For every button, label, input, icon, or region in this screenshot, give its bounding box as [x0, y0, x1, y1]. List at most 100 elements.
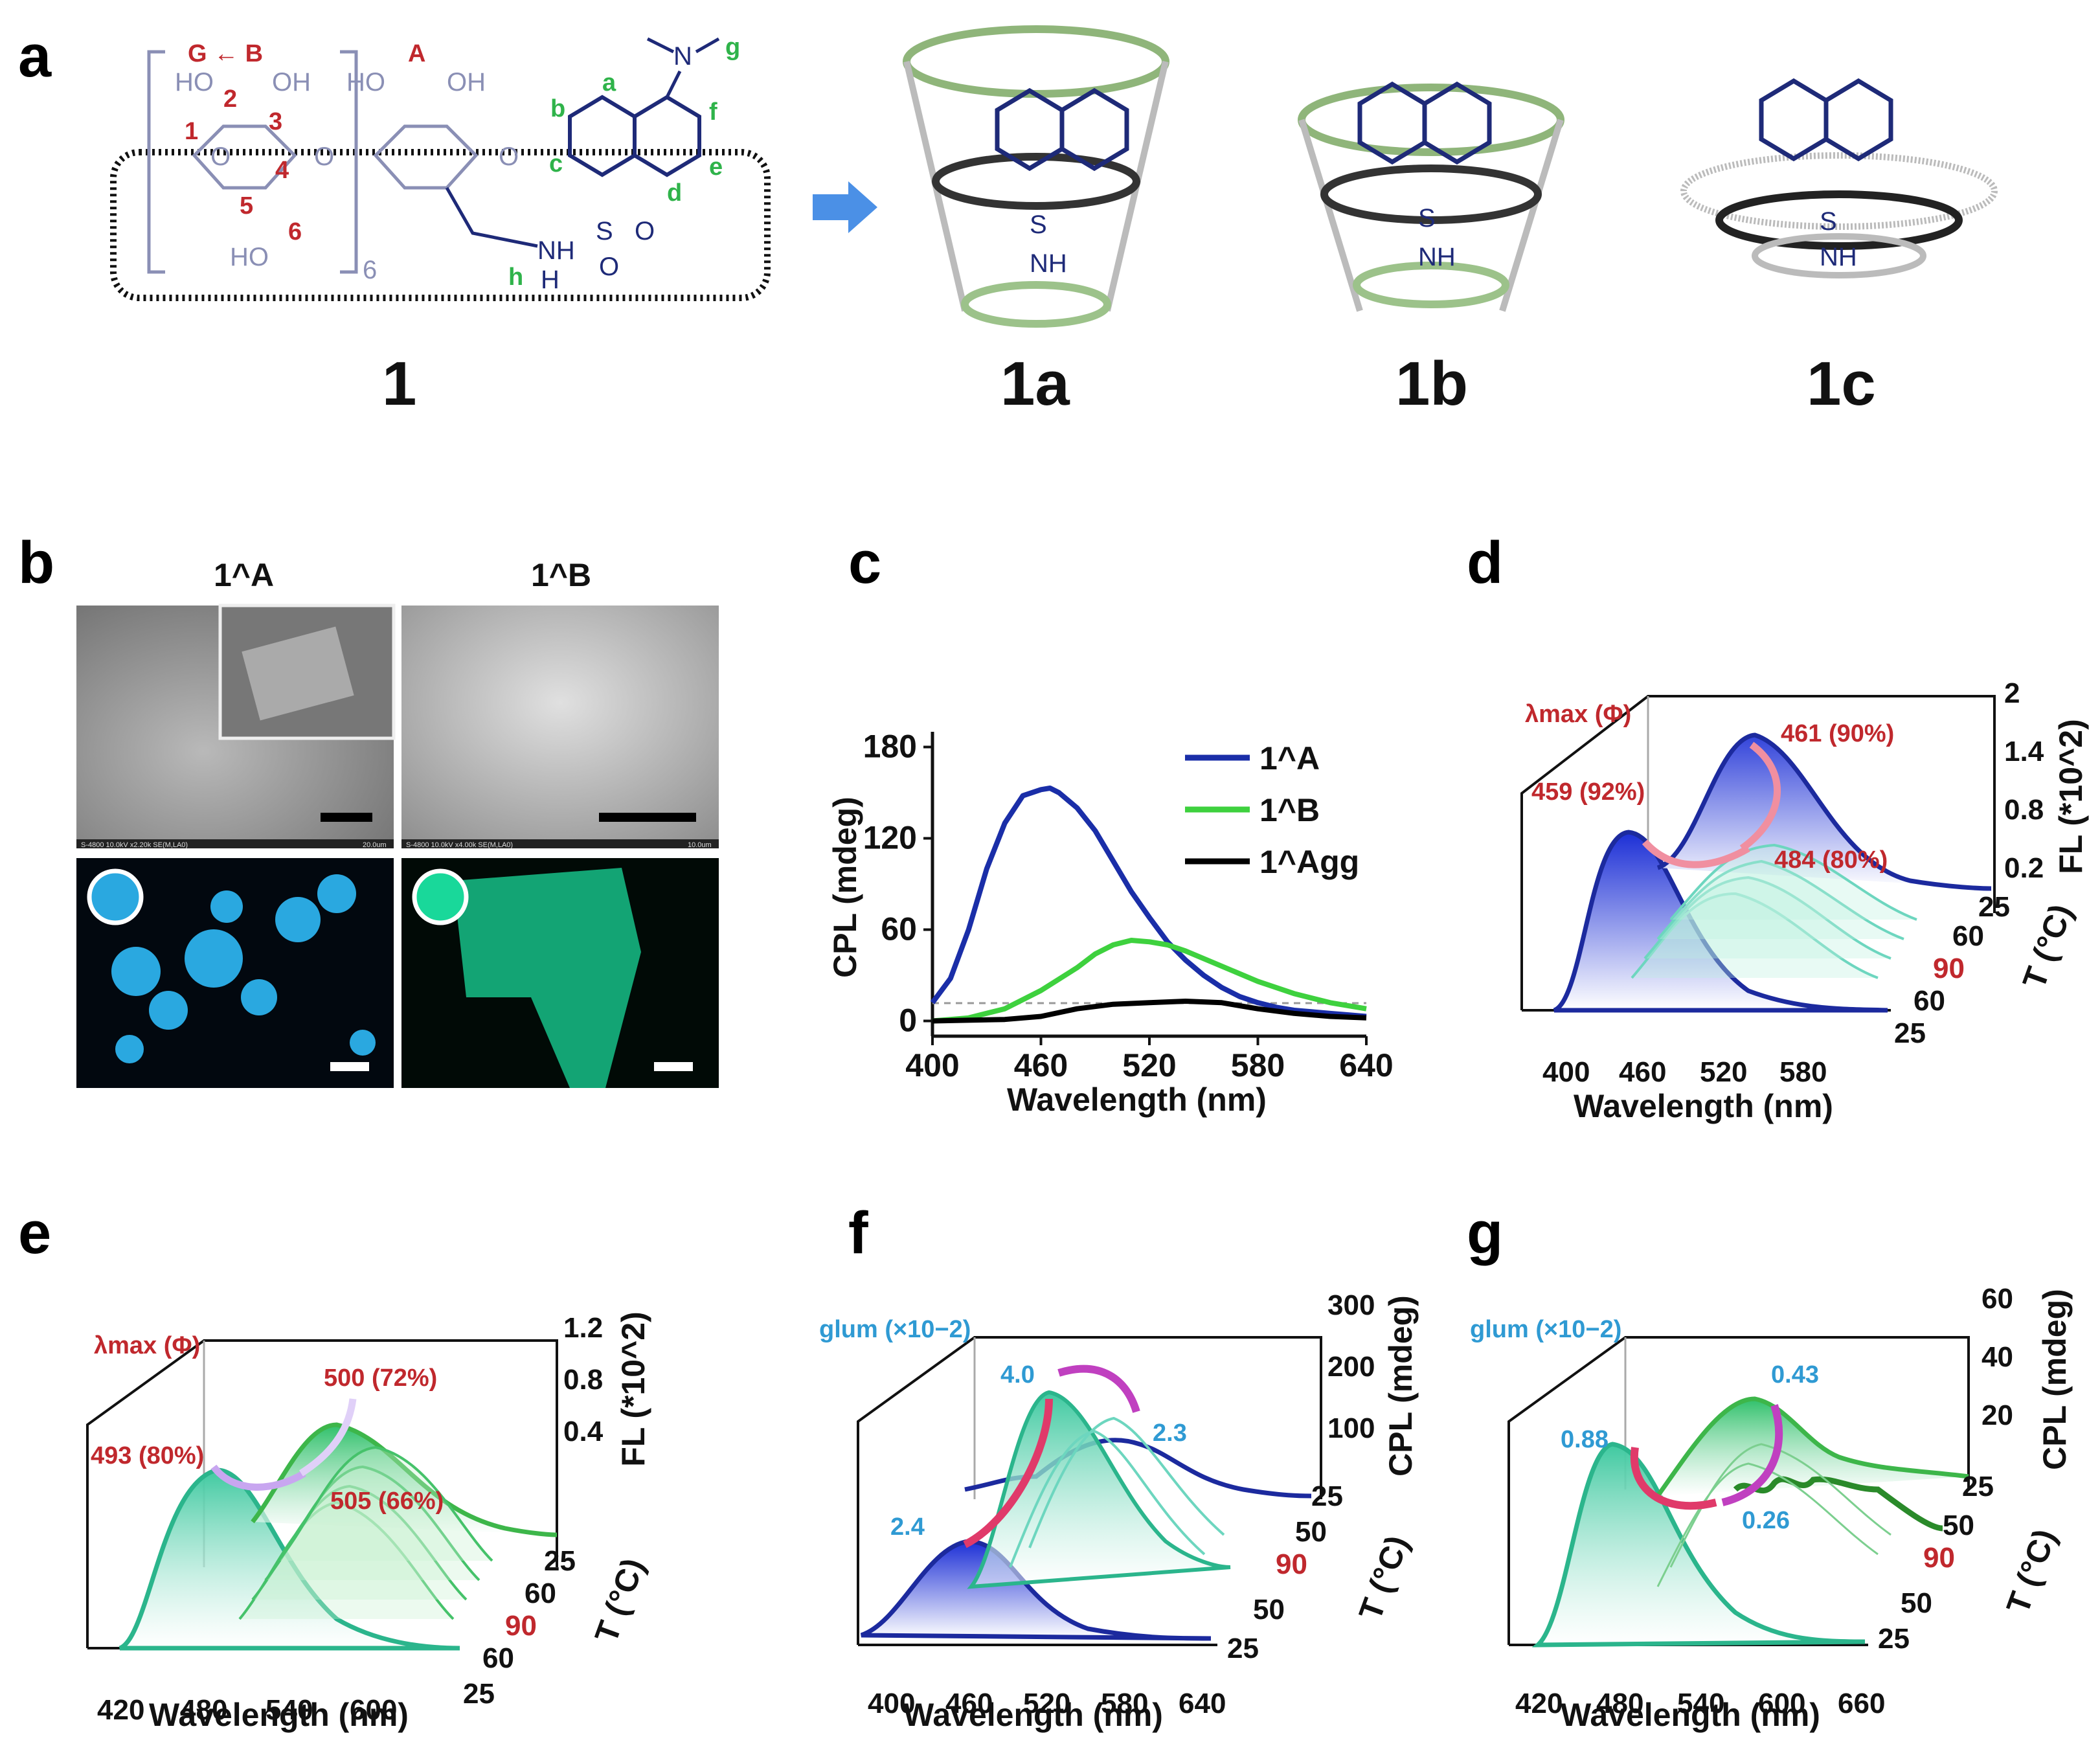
1c-nh: NH: [1820, 243, 1857, 271]
sulfonamide-h: H: [541, 266, 559, 294]
g-ztick-4: 25: [1878, 1623, 1910, 1655]
f-xlabel: Wavelength (nm): [903, 1697, 1163, 1733]
e-ann-front: 493 (80%): [91, 1442, 204, 1469]
carbon-2: 2: [223, 85, 237, 113]
d-xtick-400: 400: [1542, 1056, 1590, 1088]
g-arrow-1: [1630, 1447, 1717, 1510]
e-ann-mid: 505 (66%): [330, 1488, 444, 1515]
g-xtick-540: 540: [1677, 1688, 1724, 1719]
label-a: A: [408, 40, 425, 67]
scale-bar-sem-b: [599, 813, 696, 822]
carbon-6: 6: [288, 218, 302, 245]
f-ytick-300: 300: [1327, 1289, 1375, 1321]
d-ztick-1: 60: [1952, 920, 1984, 952]
f-ztick-1: 50: [1295, 1516, 1327, 1548]
d-arrow-1: [1642, 839, 1750, 868]
g-ztick-2: 90: [1923, 1542, 1955, 1574]
d-xtick-460: 460: [1619, 1056, 1666, 1088]
hydroxyl-a3: OH: [447, 68, 486, 96]
c-ytick-label: 0: [899, 1002, 917, 1039]
c-legend-1agg: 1^Agg: [1259, 844, 1359, 880]
g-ann-back: 0.43: [1771, 1361, 1819, 1388]
g-ann-mid: 0.26: [1742, 1507, 1790, 1534]
f-xtick-580: 580: [1101, 1688, 1148, 1719]
e-ytick-1: 0.8: [563, 1364, 603, 1396]
e-ztick-0: 25: [544, 1545, 576, 1577]
carbon-1: 1: [185, 118, 198, 145]
f-xtick-400: 400: [868, 1688, 915, 1719]
glucose-ring-repeat: [192, 124, 297, 190]
g-ann-front: 0.88: [1561, 1426, 1609, 1453]
panel-label-e: e: [18, 1200, 51, 1266]
d-ytick-3: 2: [2004, 677, 2020, 709]
e-xtick-540: 540: [265, 1694, 313, 1726]
proton-a: a: [602, 69, 616, 96]
c-series-line-1: [932, 938, 1367, 1024]
crystal-inset: [242, 626, 354, 721]
conformation-1c: S NH 1c: [1680, 78, 1998, 418]
e-arrow-1: [210, 1464, 306, 1491]
g-ytick-20: 20: [1981, 1399, 2013, 1431]
hydroxyl-a2: HO: [346, 68, 385, 96]
naphthalene: [568, 95, 701, 177]
e-ann-back: 500 (72%): [324, 1365, 437, 1392]
f-ann-front: 2.4: [890, 1513, 925, 1541]
ether-oxygen: O: [499, 142, 519, 171]
sulfonyl-o1: O: [635, 217, 655, 245]
scale-bar-fluor-b: [654, 1062, 693, 1071]
d-ann-back: 461 (90%): [1781, 720, 1894, 747]
e-ztick-4: 25: [463, 1678, 495, 1710]
compound-1c-label: 1c: [1807, 349, 1876, 418]
compound-1b-label: 1b: [1395, 349, 1468, 418]
sulfonyl-o2: O: [599, 253, 619, 281]
bracket-right: [340, 50, 358, 274]
g-ylabel: CPL (mdeg): [2037, 1289, 2073, 1470]
c-ytick-label: 60: [881, 911, 917, 947]
carbon-3: 3: [269, 108, 282, 135]
c-series-line-0: [930, 786, 1367, 1019]
c-xtick-label: 460: [1014, 1047, 1068, 1083]
d-ylabel: FL (*10^2): [2053, 719, 2089, 874]
bracket-left: [147, 50, 165, 274]
e-xtick-480: 480: [180, 1694, 227, 1726]
g-xlabel: Wavelength (nm): [1561, 1697, 1820, 1733]
e-zlabel: T (°C): [588, 1554, 651, 1648]
c-ylabel: CPL (mdeg): [827, 797, 863, 978]
e-xlabel: Wavelength (nm): [149, 1697, 409, 1733]
d-ztick-4: 25: [1894, 1017, 1926, 1049]
e-ztick-2: 90: [505, 1610, 537, 1642]
1b-so2: S: [1418, 204, 1436, 232]
d-ann-mid: 484 (80%): [1774, 846, 1888, 874]
proton-g: g: [725, 34, 740, 61]
linker: [445, 187, 538, 248]
e-ztick-3: 60: [482, 1642, 514, 1674]
sem-image-1b: [401, 606, 719, 848]
1c-so2: S: [1820, 207, 1837, 236]
1a-nh: NH: [1030, 249, 1067, 278]
c-legend-1a: 1^A: [1259, 740, 1320, 776]
f-ztick-4: 25: [1227, 1633, 1259, 1664]
title-1a: 1^A: [214, 557, 274, 593]
1b-nh: NH: [1418, 243, 1456, 271]
d-ytick-0: 0.2: [2004, 852, 2044, 884]
f-teal-surface: [967, 1390, 1231, 1589]
panel-c-chart: 400 460 520 580 640 0 60 120 180 Wavelength (nm)…: [827, 729, 1394, 1118]
carbon-5: 5: [240, 192, 253, 220]
e-ztick-1: 60: [525, 1578, 556, 1609]
d-front-peak: [1553, 830, 1888, 1013]
g-back-peak: [1656, 1396, 1969, 1498]
f-ann-back: 4.0: [1000, 1361, 1035, 1388]
proton-h: h: [508, 264, 523, 291]
c-ytick-label: 120: [863, 820, 917, 856]
c-xtick-label: 640: [1339, 1047, 1393, 1083]
g-zlabel: T (°C): [2000, 1524, 2063, 1618]
hydroxyl-2: HO: [175, 68, 214, 96]
c-series-line-2: [932, 999, 1367, 1024]
sulfur: S: [596, 217, 613, 245]
c-xlabel: Wavelength (nm): [1007, 1082, 1267, 1118]
dimethyl-amine-bonds: [646, 37, 720, 98]
panel-g-chart: 420 480 540 600 660 Wavelength (nm) 20 4…: [1470, 1283, 2073, 1733]
vial-icon-1b: [412, 868, 469, 925]
e-legend-title: λmax (Φ): [94, 1332, 200, 1359]
